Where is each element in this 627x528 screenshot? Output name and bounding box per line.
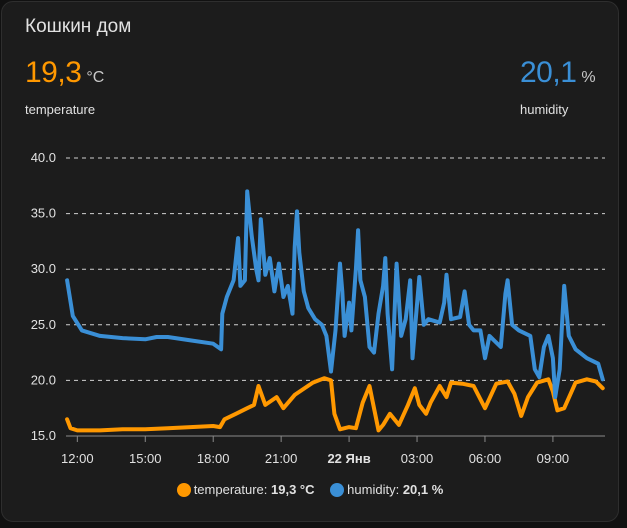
x-tick-label: 21:00 (265, 451, 298, 466)
x-tick-label: 09:00 (537, 451, 570, 466)
series-line-humidity (65, 189, 605, 400)
legend-temperature-value: 19,3 °C (271, 482, 315, 498)
humidity-label: humidity (520, 102, 569, 117)
x-tick-label: 06:00 (469, 451, 502, 466)
x-tick-label: 22 Янв (327, 451, 370, 466)
humidity-legend-dot-icon (330, 483, 345, 498)
y-tick-label: 20.0 (31, 372, 56, 387)
x-tick-label: 03:00 (401, 451, 434, 466)
temperature-value: 19,3 (25, 56, 82, 89)
history-graph-card: Кошкин дом 19,3 °C temperature 20,1% humi… (1, 1, 619, 522)
series-line-temperature (65, 376, 605, 433)
y-tick-label: 35.0 (31, 206, 56, 221)
humidity-stat[interactable]: 20,1% humidity (520, 56, 596, 117)
temperature-stat[interactable]: 19,3 °C temperature (25, 56, 104, 117)
temperature-unit: °C (86, 69, 105, 86)
legend-humidity-label: humidity: (347, 482, 400, 498)
card-title: Кошкин дом (25, 16, 132, 37)
humidity-unit: % (581, 69, 596, 86)
x-tick-label: 18:00 (197, 451, 230, 466)
temperature-label: temperature (25, 102, 96, 117)
legend-temperature-label: temperature: (193, 482, 268, 498)
legend-item-temperature[interactable]: temperature: 19,3 °C (176, 482, 315, 498)
chart-legend: temperature: 19,3 °C humidity: 20,1 % (2, 481, 618, 498)
x-tick-label: 12:00 (61, 451, 94, 466)
y-tick-label: 40.0 (31, 150, 56, 165)
legend-humidity-value: 20,1 % (402, 482, 444, 498)
legend-item-humidity[interactable]: humidity: 20,1 % (330, 482, 444, 498)
x-tick-label: 15:00 (129, 451, 162, 466)
humidity-value: 20,1 (520, 56, 577, 89)
y-tick-label: 25.0 (31, 317, 56, 332)
temperature-legend-dot-icon (176, 483, 191, 498)
y-tick-label: 15.0 (31, 428, 56, 443)
y-tick-label: 30.0 (31, 261, 56, 276)
